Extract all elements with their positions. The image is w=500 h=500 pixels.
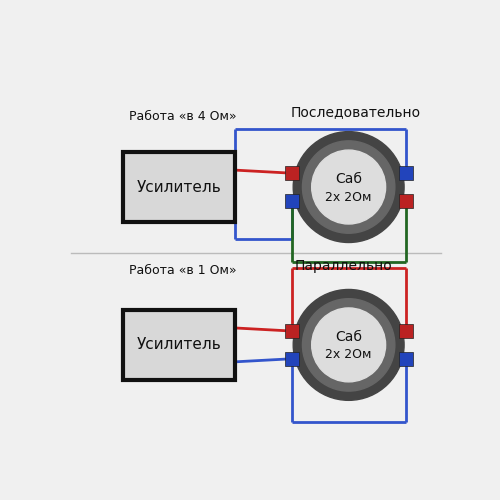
Text: Работа «в 4 Ом»: Работа «в 4 Ом» [129, 110, 237, 123]
Text: 2х 2Ом: 2х 2Ом [326, 348, 372, 362]
Circle shape [293, 132, 404, 242]
Bar [398, 194, 412, 208]
Bar [284, 352, 298, 366]
Text: Работа «в 1 Ом»: Работа «в 1 Ом» [129, 264, 237, 277]
Text: Последовательно: Последовательно [291, 104, 421, 118]
Text: Параллельно: Параллельно [295, 258, 392, 272]
Text: Усилитель: Усилитель [137, 180, 222, 194]
Circle shape [312, 308, 386, 382]
Text: Саб: Саб [335, 172, 362, 186]
Circle shape [302, 298, 395, 391]
Bar [124, 152, 235, 222]
Bar [284, 194, 298, 208]
Text: Саб: Саб [335, 330, 362, 344]
Bar [124, 310, 235, 380]
Bar [398, 352, 412, 366]
Circle shape [293, 290, 404, 401]
Bar [398, 324, 412, 338]
Text: 2х 2Ом: 2х 2Ом [326, 190, 372, 203]
Bar [284, 324, 298, 338]
Text: Усилитель: Усилитель [137, 338, 222, 352]
Bar [398, 166, 412, 180]
Circle shape [312, 150, 386, 224]
Bar [284, 166, 298, 180]
Circle shape [302, 141, 395, 233]
